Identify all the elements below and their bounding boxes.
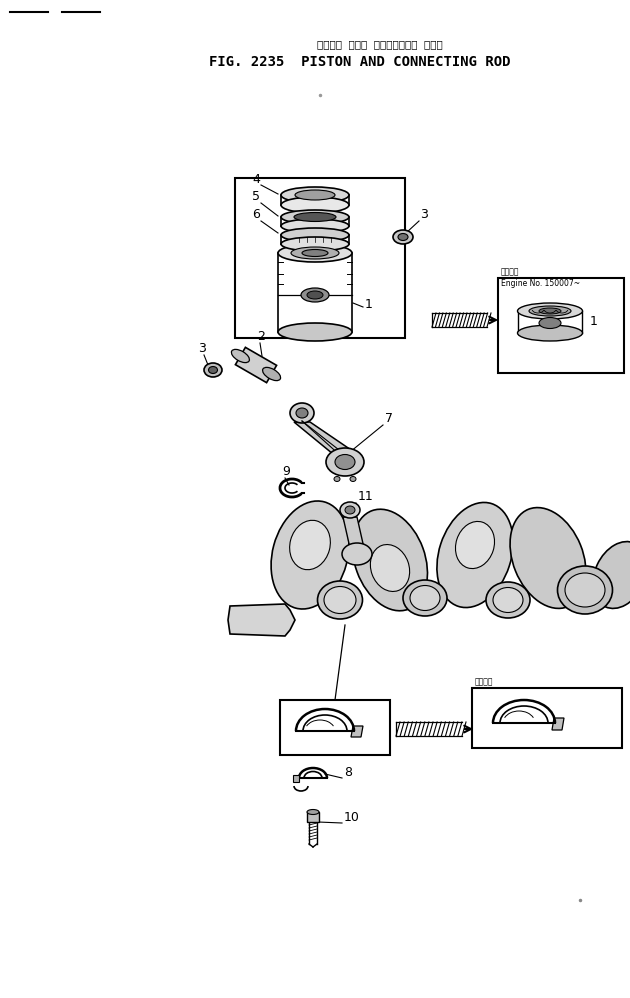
Ellipse shape: [278, 244, 352, 262]
Ellipse shape: [278, 323, 352, 341]
Text: 6: 6: [252, 208, 260, 221]
Text: 2: 2: [257, 330, 265, 343]
Ellipse shape: [539, 308, 561, 314]
Text: 11: 11: [358, 490, 374, 503]
Ellipse shape: [342, 543, 372, 565]
Ellipse shape: [437, 502, 513, 608]
Ellipse shape: [353, 509, 428, 611]
Ellipse shape: [517, 303, 583, 319]
Text: 4: 4: [252, 173, 260, 186]
Ellipse shape: [281, 228, 349, 242]
Ellipse shape: [290, 520, 330, 570]
Ellipse shape: [350, 476, 356, 481]
Text: 10: 10: [344, 811, 360, 824]
Ellipse shape: [281, 210, 349, 224]
Polygon shape: [343, 517, 364, 548]
Ellipse shape: [558, 566, 612, 614]
Ellipse shape: [486, 582, 530, 618]
Ellipse shape: [290, 403, 314, 423]
Ellipse shape: [281, 237, 349, 251]
Ellipse shape: [204, 363, 222, 377]
Ellipse shape: [455, 521, 495, 569]
Ellipse shape: [529, 306, 571, 316]
Bar: [472, 688, 622, 748]
Ellipse shape: [517, 325, 583, 341]
Polygon shape: [228, 604, 295, 636]
Text: 適用号等: 適用号等: [475, 677, 493, 686]
Bar: [280, 700, 390, 755]
Ellipse shape: [263, 367, 280, 380]
Ellipse shape: [281, 187, 349, 203]
Text: Engine No. 150007~: Engine No. 150007~: [475, 689, 554, 698]
Ellipse shape: [291, 247, 339, 259]
Ellipse shape: [593, 542, 630, 609]
Ellipse shape: [398, 234, 408, 241]
Ellipse shape: [324, 587, 356, 614]
Ellipse shape: [271, 501, 349, 609]
Ellipse shape: [493, 588, 523, 613]
Text: 12: 12: [577, 710, 593, 723]
Bar: [498, 278, 624, 373]
Ellipse shape: [209, 366, 217, 373]
Ellipse shape: [296, 408, 308, 418]
Polygon shape: [293, 775, 299, 782]
Ellipse shape: [307, 809, 319, 814]
Polygon shape: [552, 718, 564, 730]
Ellipse shape: [370, 545, 410, 592]
Bar: [235, 178, 405, 338]
Ellipse shape: [393, 230, 413, 244]
Text: 5: 5: [252, 190, 260, 203]
Ellipse shape: [281, 219, 349, 233]
Ellipse shape: [335, 454, 355, 469]
Text: 1: 1: [590, 315, 598, 328]
Ellipse shape: [345, 506, 355, 514]
Text: Engine No. 150007~: Engine No. 150007~: [501, 279, 580, 288]
Text: 3: 3: [420, 208, 428, 221]
Text: 9: 9: [282, 465, 290, 478]
Ellipse shape: [295, 190, 335, 200]
Ellipse shape: [301, 288, 329, 302]
Ellipse shape: [307, 291, 323, 299]
Text: 12: 12: [348, 719, 364, 732]
Polygon shape: [351, 726, 363, 737]
Text: 1: 1: [365, 298, 373, 311]
Text: 適用号等: 適用号等: [501, 267, 520, 276]
Ellipse shape: [334, 476, 340, 481]
Bar: [307, 812, 319, 822]
Ellipse shape: [410, 586, 440, 611]
Polygon shape: [236, 347, 277, 382]
Ellipse shape: [326, 448, 364, 476]
Ellipse shape: [510, 508, 586, 609]
Ellipse shape: [539, 317, 561, 328]
Text: 7: 7: [385, 412, 393, 425]
Ellipse shape: [318, 581, 362, 619]
Ellipse shape: [302, 250, 328, 256]
Text: FIG. 2235  PISTON AND CONNECTING ROD: FIG. 2235 PISTON AND CONNECTING ROD: [209, 55, 511, 69]
Text: 3: 3: [198, 342, 206, 355]
Ellipse shape: [340, 502, 360, 518]
Text: ピストン  および  コネクティング  ロッド: ピストン および コネクティング ロッド: [317, 39, 443, 49]
Ellipse shape: [565, 573, 605, 607]
Ellipse shape: [231, 349, 249, 362]
Text: 8: 8: [344, 766, 352, 779]
Polygon shape: [294, 422, 357, 454]
Ellipse shape: [281, 197, 349, 213]
Ellipse shape: [294, 213, 336, 222]
Ellipse shape: [403, 580, 447, 616]
